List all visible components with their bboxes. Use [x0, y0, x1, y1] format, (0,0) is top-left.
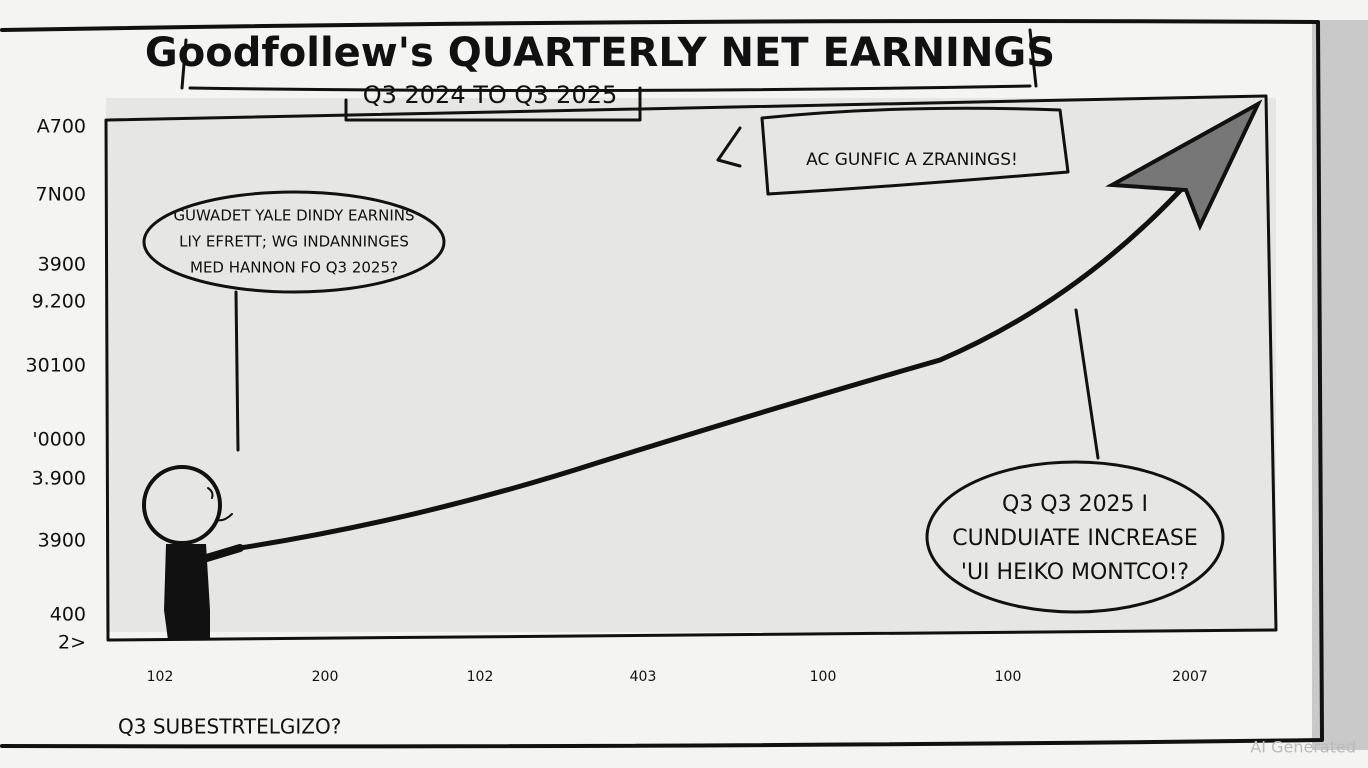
callout-bubble: [925, 460, 1225, 614]
x-axis-label: 100: [995, 669, 1022, 685]
y-axis-label: 3900: [38, 254, 86, 276]
y-axis-label: '0000: [32, 429, 86, 451]
x-axis-label: 200: [312, 669, 339, 685]
callout-text: AC GUNFIC A ZRANINGS!: [806, 150, 1018, 170]
frame: [0, 19, 1324, 749]
x-axis-label: 102: [467, 669, 494, 685]
x-axis-label: 2007: [1172, 669, 1208, 685]
y-axis-label: A700: [37, 116, 86, 138]
x-axis-label: 403: [630, 669, 657, 685]
plot-area: [106, 98, 1276, 632]
trend-arrow: [237, 177, 1193, 551]
callout-text: CUNDUIATE INCREASE: [952, 526, 1198, 551]
callout-text: MED HANNON FO Q3 2025?: [190, 259, 398, 277]
title-box: [180, 28, 1038, 93]
callout-text: 'UI HEIKO MONTCO!?: [961, 560, 1189, 585]
plot-border: [104, 94, 1278, 642]
figure-body: [164, 544, 210, 640]
figure-face: [207, 487, 233, 522]
callout-text: GUWADET YALE DINDY EARNINS: [173, 207, 414, 225]
x-axis-label: 102: [147, 669, 174, 685]
callout-pointer: [234, 290, 240, 452]
y-axis-label: 3.900: [32, 468, 86, 490]
footer-label: Q3 SUBESTRTELGIZO?: [118, 715, 341, 739]
subtitle: Q3 2024 TO Q3 2025: [363, 81, 618, 109]
callout-text: Q3 Q3 2025 I: [1002, 492, 1148, 517]
arrow-head: [1105, 99, 1263, 232]
subtitle-box: [344, 86, 642, 122]
callout-text: LIY EFRETT; WG INDANNINGES: [179, 233, 409, 251]
title: Goodfollew's QUARTERLY NET EARNINGS: [145, 30, 1055, 76]
y-axis-label: 3900: [38, 530, 86, 552]
callout-pointer: [1074, 308, 1100, 460]
callout-box: [716, 106, 1070, 196]
y-axis-label: 7N00: [36, 184, 86, 206]
y-axis-label: 400: [50, 604, 86, 626]
y-axis-label: 9.200: [32, 291, 86, 313]
y-axis-label: 2>: [58, 632, 86, 654]
watermark: AI Generated: [1250, 738, 1356, 757]
y-axis-label: 30100: [26, 355, 86, 377]
figure-head: [142, 465, 222, 545]
figure-arm: [196, 544, 244, 564]
callout-bubble: [142, 190, 446, 294]
x-axis-label: 100: [810, 669, 837, 685]
